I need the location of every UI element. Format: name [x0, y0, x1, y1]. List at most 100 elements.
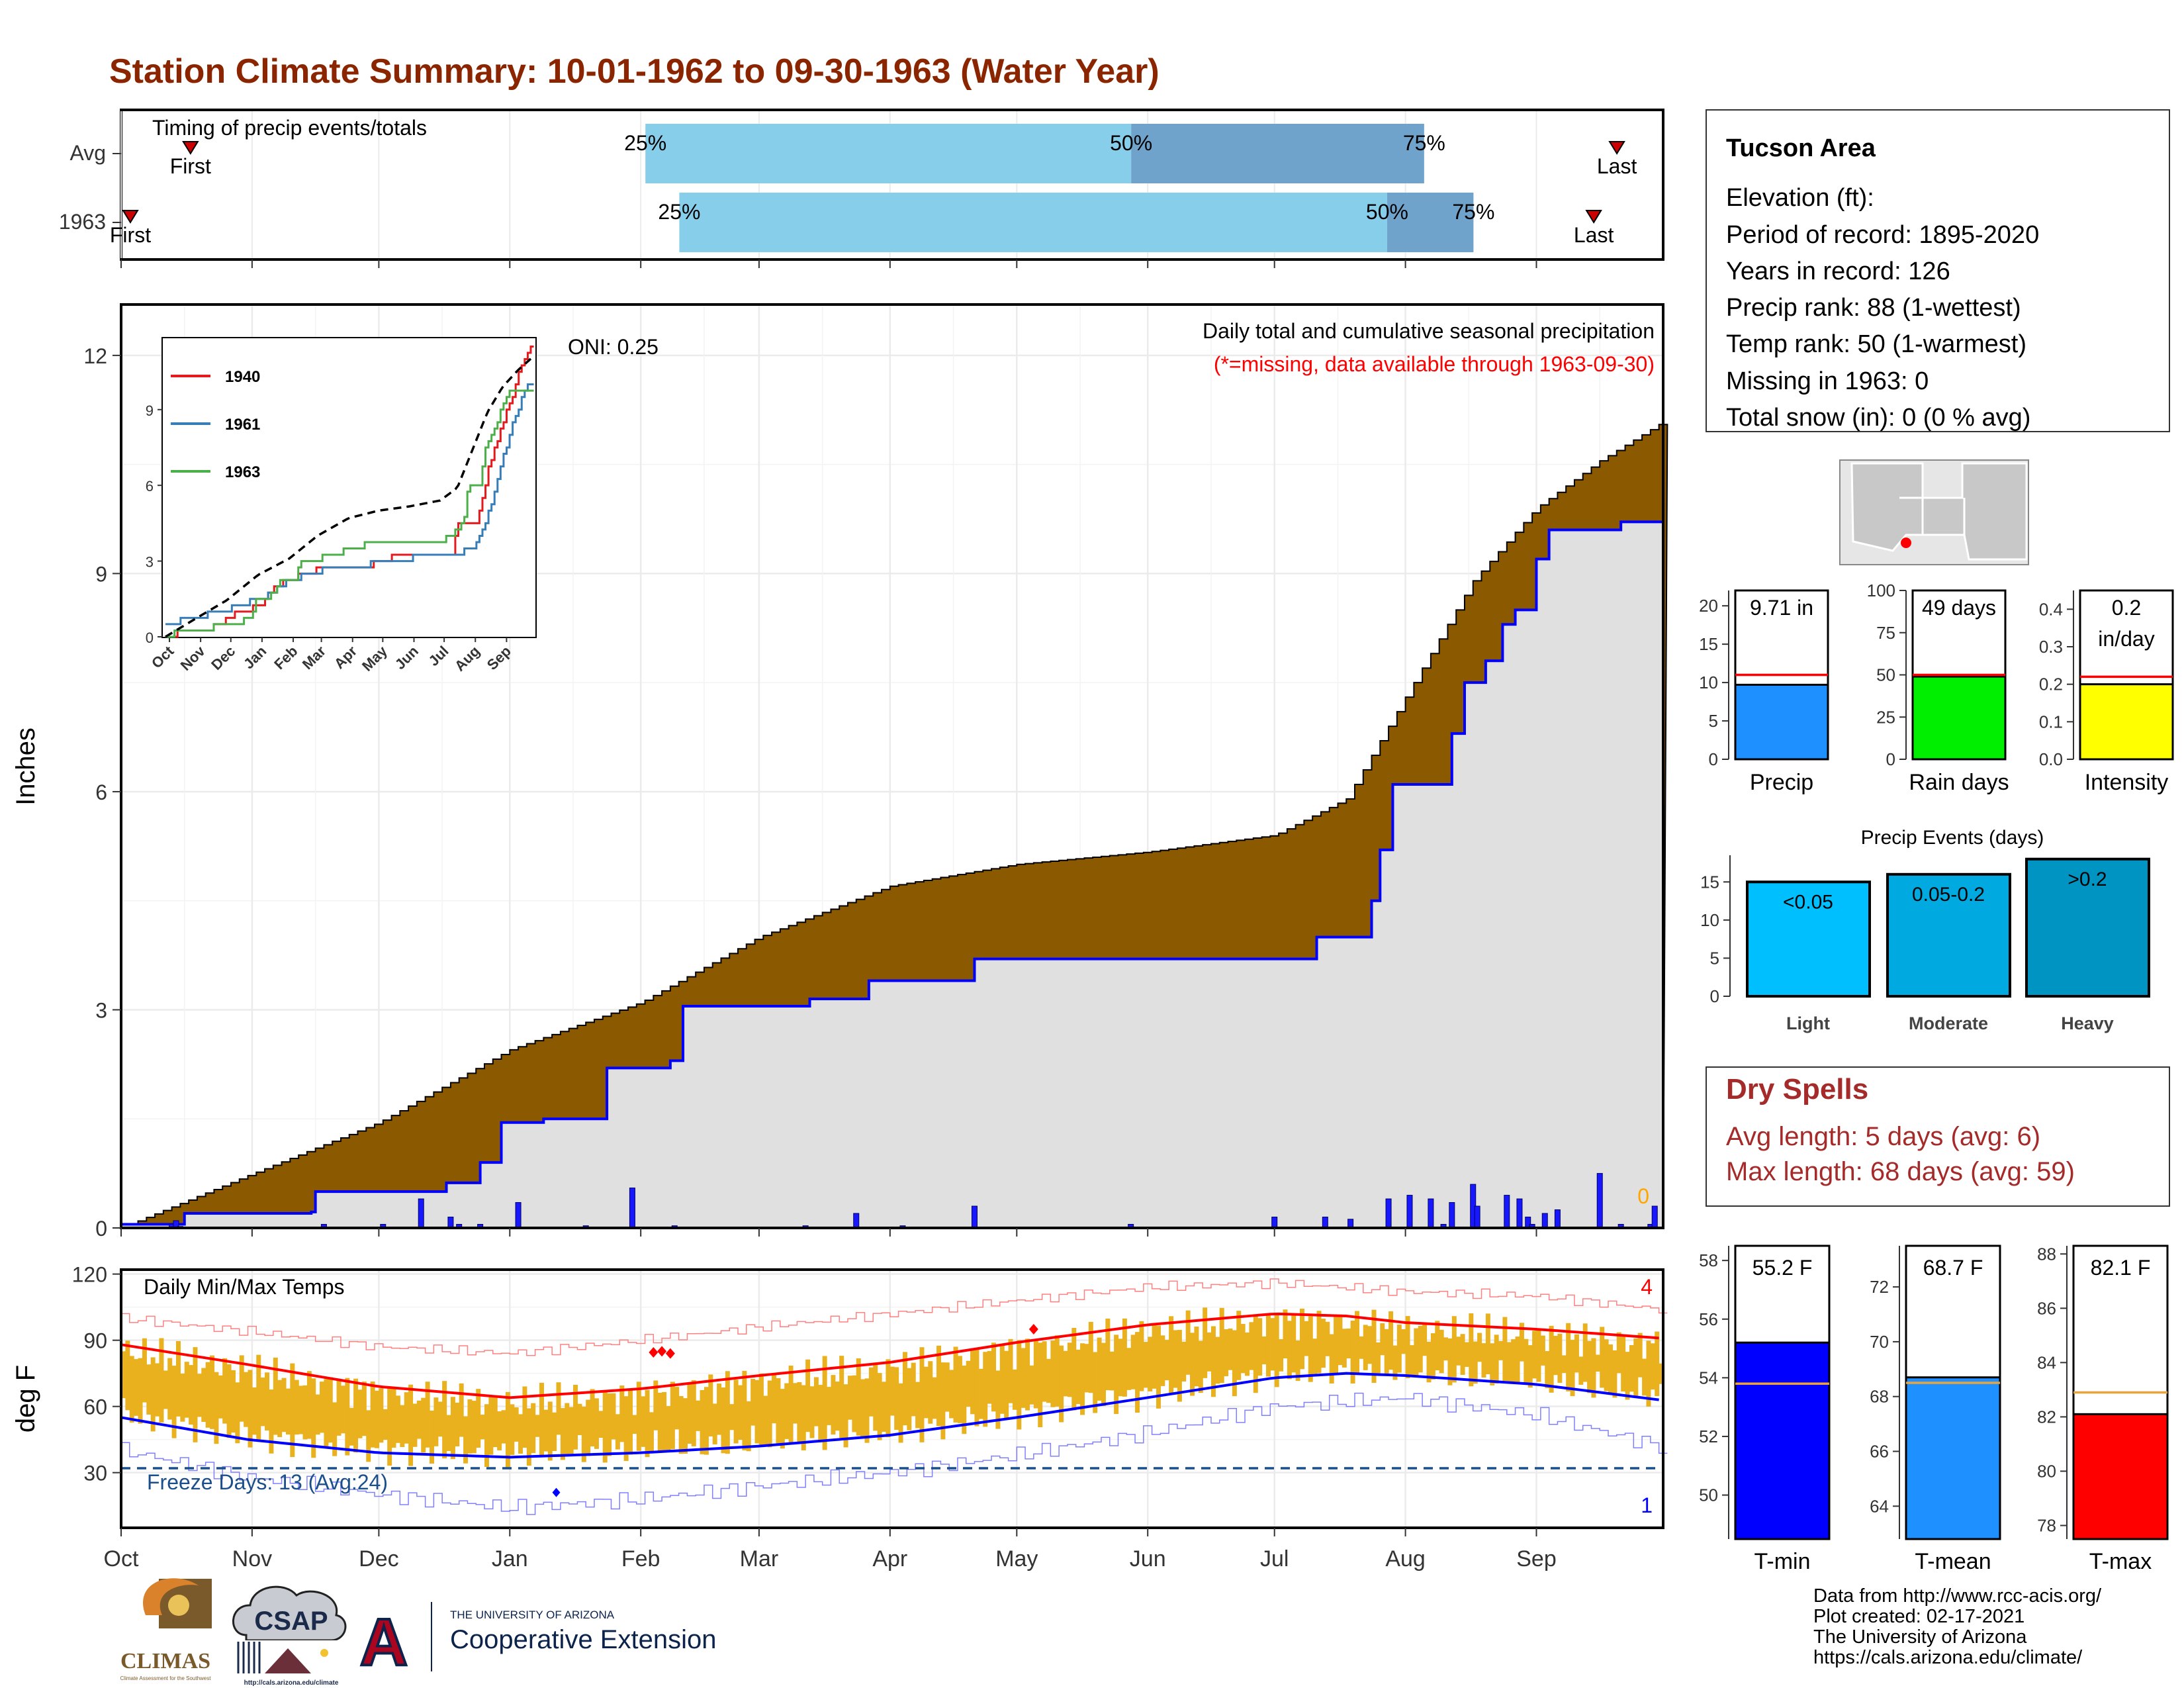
- ua-big-text: Cooperative Extension: [450, 1625, 716, 1654]
- daily-temp-bar: [197, 1374, 202, 1417]
- mini-tick-label: 0: [1709, 749, 1718, 769]
- daily-temp-bar: [1519, 1323, 1524, 1362]
- events-bar-heavy: [2025, 857, 2150, 998]
- temp-mini-tick-label: 56: [1699, 1309, 1718, 1329]
- daily-temp-bar: [463, 1416, 469, 1464]
- daily-temp-bar: [273, 1357, 278, 1435]
- csap-logo: CSAP http://cals.arizona.edu/climate: [232, 1585, 347, 1687]
- daily-temp-bar: [674, 1387, 680, 1430]
- first-event-marker: [182, 141, 199, 155]
- daily-temp-bar: [446, 1415, 451, 1452]
- daily-temp-bar: [717, 1383, 722, 1435]
- footer-plot-created: Plot created: 02-17-2021: [1813, 1606, 2025, 1627]
- precip-summary-bars: 0 5 10 15 20 9.71 in Precip 0 25 50 75 100 49 days Ra…: [1699, 581, 2174, 795]
- state-borders: [1899, 496, 1966, 535]
- daily-temp-bar: [776, 1378, 781, 1444]
- timing-p25-label: 25%: [624, 131, 666, 155]
- temp-mini-bar-0: [1734, 1341, 1831, 1540]
- daily-temp-bar: [1451, 1316, 1457, 1383]
- daily-temp-bar: [907, 1368, 912, 1430]
- daily-temp-bar: [526, 1408, 531, 1466]
- temp-mini-tick-label: 88: [2037, 1244, 2056, 1264]
- mini-value-label-unit: in/day: [2098, 627, 2154, 651]
- climas-logo-text: CLIMAS: [120, 1649, 210, 1673]
- daily-temp-bar: [471, 1401, 477, 1454]
- inset-legend: 1940 1961 1963: [171, 368, 260, 481]
- footer-university: The University of Arizona: [1813, 1626, 2027, 1648]
- daily-temp-bar: [1304, 1321, 1309, 1356]
- daily-temp-bar: [797, 1382, 802, 1444]
- daily-temp-bar: [129, 1356, 134, 1423]
- station-location-marker: [1901, 538, 1911, 548]
- events-y-tick-label: 5: [1710, 948, 1719, 968]
- daily-temp-bar: [1004, 1350, 1009, 1419]
- daily-temp-bar: [1574, 1334, 1579, 1373]
- daily-temp-bar: [1549, 1325, 1554, 1393]
- daily-temp-bar: [843, 1384, 848, 1448]
- last-event-marker: [1608, 141, 1625, 155]
- daily-temp-bar: [581, 1406, 586, 1462]
- daily-temp-bar: [421, 1397, 426, 1453]
- temp-mini-tick-label: 72: [1870, 1277, 1889, 1297]
- daily-temp-bar: [970, 1349, 976, 1415]
- inset-legend-label: 1963: [225, 463, 260, 481]
- daily-temp-bar: [1101, 1342, 1106, 1407]
- csap-mountain: [265, 1648, 311, 1673]
- daily-temp-bar: [607, 1393, 612, 1456]
- inset-y-tick-label: 9: [146, 402, 154, 419]
- daily-temp-bar: [792, 1383, 797, 1424]
- record-high-line: [121, 1278, 1668, 1356]
- daily-temp-bar: [1088, 1321, 1093, 1393]
- daily-temp-bar: [632, 1415, 637, 1434]
- daily-temp-bar: [459, 1383, 464, 1437]
- daily-temp-bar: [847, 1376, 852, 1420]
- temp-mini-bar-2: [2072, 1413, 2169, 1540]
- daily-temp-bar: [877, 1373, 882, 1440]
- month-label-mar: Mar: [740, 1546, 779, 1571]
- daily-temp-bar: [999, 1344, 1005, 1414]
- temp-mini-value-label: 55.2 F: [1752, 1256, 1813, 1280]
- daily-temp-bar: [602, 1391, 608, 1463]
- daily-temp-bar: [315, 1394, 320, 1435]
- daily-temp-bar: [1380, 1323, 1385, 1356]
- daily-temp-bar: [987, 1350, 992, 1404]
- first-event-marker: [122, 210, 139, 224]
- timing-p25-label: 25%: [658, 200, 700, 224]
- mini-tick-label: 100: [1867, 581, 1895, 600]
- station-elevation: Elevation (ft):: [1726, 184, 1874, 212]
- climas-logo-subtitle: Climate Assessment for the Southwest: [120, 1675, 212, 1681]
- daily-temp-bar: [277, 1380, 283, 1437]
- daily-temp-bar: [565, 1403, 570, 1455]
- daily-temp-bar: [1240, 1324, 1246, 1374]
- daily-temp-bar: [911, 1362, 916, 1417]
- daily-precip-bar: [853, 1213, 860, 1229]
- daily-precip-bar: [515, 1202, 522, 1229]
- daily-precip-bar: [1651, 1205, 1658, 1229]
- month-label-oct: Oct: [104, 1546, 139, 1571]
- temp-mini-tick-label: 68: [1870, 1387, 1889, 1407]
- daily-temp-bar: [1300, 1308, 1304, 1370]
- daily-temp-bar: [357, 1389, 363, 1438]
- daily-temp-bar: [437, 1401, 443, 1437]
- daily-temp-bar: [1637, 1333, 1643, 1378]
- temp-mini-tick-label: 64: [1870, 1496, 1889, 1516]
- daily-temp-bar: [430, 1410, 434, 1464]
- daily-temp-bar: [902, 1352, 907, 1426]
- daily-temp-bar: [180, 1374, 185, 1422]
- daily-temp-bar: [623, 1396, 629, 1462]
- locator-map: [1839, 459, 2029, 565]
- temp-frame: [120, 1268, 1664, 1529]
- daily-temp-bar: [1135, 1332, 1140, 1413]
- daily-temp-bar: [1604, 1339, 1609, 1391]
- daily-temp-bar: [1456, 1336, 1461, 1366]
- daily-precip-bar: [447, 1217, 454, 1229]
- mini-value-label: 9.71 in: [1750, 596, 1813, 620]
- timing-bar-50-75: [1387, 193, 1474, 252]
- events-y-tick-label: 15: [1700, 872, 1719, 892]
- daily-temp-bar: [1582, 1323, 1588, 1382]
- daily-temp-bar: [598, 1411, 604, 1438]
- daily-temp-bar: [522, 1386, 527, 1448]
- dry-spells-title: Dry Spells: [1726, 1073, 1868, 1105]
- daily-temp-bar: [1367, 1326, 1373, 1364]
- daily-temp-bar: [1633, 1338, 1639, 1397]
